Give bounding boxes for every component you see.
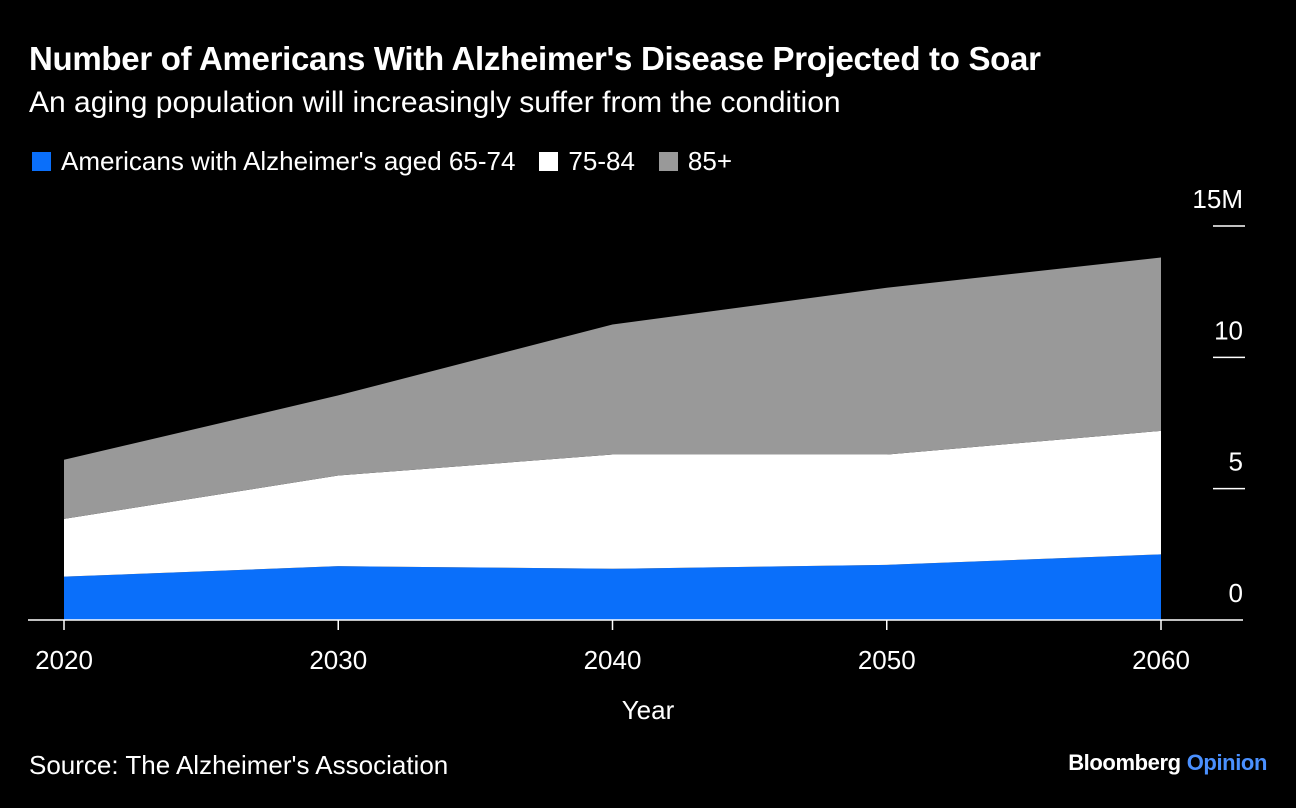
legend-item-85-plus: 85+ [658,146,733,177]
x-tick-label: 2020 [35,645,93,675]
y-tick-label: 5 [1229,447,1243,477]
x-tick-label: 2060 [1132,645,1190,675]
chart-subtitle: An aging population will increasingly su… [29,86,841,119]
x-axis-title: Year [622,695,675,725]
legend-swatch-65-74 [32,152,51,171]
x-tick-label: 2040 [584,645,642,675]
legend-swatch-75-84 [539,152,559,171]
legend: Americans with Alzheimer's aged 65-74 75… [32,146,756,177]
chart-title: Number of Americans With Alzheimer's Dis… [29,40,1041,77]
brand-logo: Bloomberg Opinion [1068,750,1267,776]
brand-accent: Opinion [1186,750,1268,775]
x-tick-label: 2030 [309,645,367,675]
y-tick-label: 0 [1229,578,1243,608]
legend-label-85-plus: 85+ [687,146,733,176]
area-series-65-74 [64,554,1161,620]
y-tick-label: 15M [1192,184,1243,214]
legend-item-65-74: Americans with Alzheimer's aged 65-74 [32,146,515,177]
brand-name: Bloomberg [1068,750,1181,775]
source-note: Source: The Alzheimer's Association [29,750,449,780]
legend-label-65-74: Americans with Alzheimer's aged 65-74 [61,146,516,176]
area-series-85-plus [64,257,1161,519]
y-tick-label: 10 [1214,315,1243,345]
area-series-75-84 [64,430,1161,577]
legend-label-75-84: 75-84 [568,146,635,176]
x-tick-label: 2050 [858,645,916,675]
legend-swatch-85-plus [658,152,678,171]
legend-item-75-84: 75-84 [539,146,635,177]
